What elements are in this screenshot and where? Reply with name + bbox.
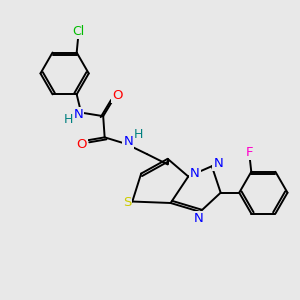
Text: H: H bbox=[64, 112, 74, 126]
Text: N: N bbox=[73, 108, 83, 121]
Text: N: N bbox=[190, 167, 200, 180]
Text: F: F bbox=[246, 146, 253, 159]
Text: Cl: Cl bbox=[72, 25, 84, 38]
Text: N: N bbox=[213, 157, 223, 170]
Text: O: O bbox=[76, 138, 87, 151]
Text: N: N bbox=[194, 212, 203, 225]
Text: H: H bbox=[134, 128, 143, 142]
Text: N: N bbox=[123, 135, 133, 148]
Text: O: O bbox=[112, 89, 122, 102]
Text: S: S bbox=[123, 196, 131, 209]
